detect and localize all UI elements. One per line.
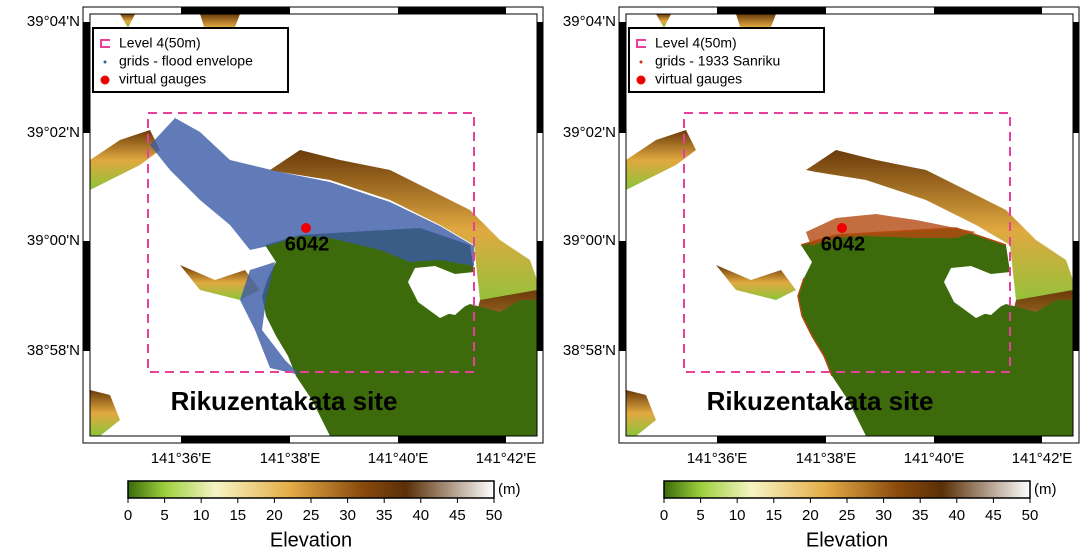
lat-label: 39°02'N [563,124,616,141]
frame-bar [181,436,290,443]
lat-label: 39°00'N [27,232,80,249]
colorbar-tick-label: 5 [696,507,704,524]
legend-symbol [640,61,643,64]
legend-label: grids - flood envelope [119,53,253,69]
lon-label: 141°36'E [687,450,748,467]
colorbar-tick-label: 30 [875,507,892,524]
lat-label: 38°58'N [27,342,80,359]
gauge-label: 6042 [285,233,330,255]
colorbar-tick-label: 45 [985,507,1002,524]
gauge-label: 6042 [821,233,866,255]
colorbar-tick-label: 15 [765,507,782,524]
frame-bar [934,436,1042,443]
frame-bar [537,22,543,133]
colorbar-tick-label: 10 [193,507,210,524]
colorbar-tick-label: 35 [912,507,929,524]
colorbar-tick-label: 30 [339,507,356,524]
legend-label: Level 4(50m) [119,35,201,51]
frame-bar [1073,22,1079,133]
legend-label: Level 4(50m) [655,35,737,51]
lon-label: 141°36'E [151,450,212,467]
colorbar-tick-label: 5 [160,507,168,524]
colorbar-tick-label: 0 [124,507,132,524]
gauge [837,223,847,233]
frame-bar [717,436,826,443]
colorbar-tick-label: 25 [303,507,320,524]
map-panel: 6042 Rikuzentakata site 39°04'N 39°02'N 39°0… [563,7,1079,551]
frame-bar [181,7,290,14]
lat-label: 39°00'N [563,232,616,249]
frame-bar [619,22,626,133]
legend-symbol [637,76,646,85]
legend-symbol [104,61,107,64]
frame-bar [1073,241,1079,351]
lat-label: 39°04'N [27,13,80,30]
colorbar-tick-label: 10 [729,507,746,524]
lon-label: 141°42'E [476,450,537,467]
colorbar-tick-label: 20 [802,507,819,524]
legend-label: virtual gauges [655,71,742,87]
colorbar [664,481,1030,498]
figure: 6042 Rikuzentakata site 39°04'N 39°02'N 39°0… [0,0,1083,553]
lon-label: 141°42'E [1012,450,1073,467]
frame-bar [398,436,506,443]
colorbar-title: Elevation [806,529,888,551]
lon-label: 141°40'E [368,450,429,467]
frame-bar [83,241,90,351]
lon-label: 141°40'E [904,450,965,467]
lat-label: 38°58'N [563,342,616,359]
frame-bar [717,7,826,14]
colorbar-unit: (m) [1034,481,1057,498]
site-label: Rikuzentakata site [171,386,398,416]
colorbar-tick-label: 25 [839,507,856,524]
colorbar-tick-label: 0 [660,507,668,524]
colorbar-tick-label: 50 [486,507,503,524]
colorbar [128,481,494,498]
frame-bar [83,22,90,133]
frame-bar [537,241,543,351]
legend-label: virtual gauges [119,71,206,87]
frame-bar [619,241,626,351]
lat-label: 39°04'N [563,13,616,30]
map-panel: 6042 Rikuzentakata site 39°04'N 39°02'N 39°0… [27,7,543,551]
colorbar-title: Elevation [270,529,352,551]
colorbar-tick-label: 35 [376,507,393,524]
colorbar-unit: (m) [498,481,521,498]
colorbar-tick-label: 45 [449,507,466,524]
lon-label: 141°38'E [796,450,857,467]
gauge [301,223,311,233]
legend-symbol [101,76,110,85]
colorbar-tick-label: 40 [412,507,429,524]
lon-label: 141°38'E [260,450,321,467]
colorbar-tick-label: 40 [948,507,965,524]
frame-bar [398,7,506,14]
colorbar-tick-label: 20 [266,507,283,524]
colorbar-tick-label: 15 [229,507,246,524]
site-label: Rikuzentakata site [707,386,934,416]
frame-bar [934,7,1042,14]
lat-label: 39°02'N [27,124,80,141]
legend-label: grids - 1933 Sanriku [655,53,780,69]
colorbar-tick-label: 50 [1022,507,1039,524]
